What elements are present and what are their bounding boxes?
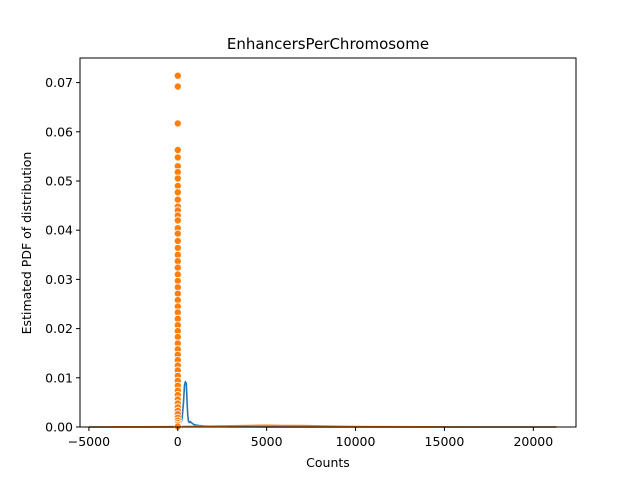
y-tick-label: 0.06 bbox=[45, 124, 73, 139]
y-tick-label: 0.07 bbox=[45, 75, 73, 90]
x-tick-label: −5000 bbox=[68, 434, 110, 449]
x-tick-label: 0 bbox=[174, 434, 182, 449]
y-tick-label: 0.01 bbox=[45, 370, 73, 385]
scatter-point bbox=[173, 263, 182, 272]
scatter-point bbox=[173, 243, 182, 252]
scatter-point bbox=[173, 153, 182, 162]
y-axis-label: Estimated PDF of distribution bbox=[19, 152, 34, 335]
scatter-point bbox=[173, 119, 182, 128]
x-axis-label: Counts bbox=[306, 455, 350, 470]
y-tick-label: 0.05 bbox=[45, 174, 73, 189]
x-axis-ticks: −5000 0 5000 10000 15000 20000 bbox=[68, 427, 553, 449]
scatter-point bbox=[173, 82, 182, 91]
y-tick-label: 0.03 bbox=[45, 272, 73, 287]
scatter-point bbox=[173, 229, 182, 238]
axes-frame bbox=[79, 57, 577, 428]
scatter-point bbox=[173, 195, 182, 204]
y-tick-label: 0.04 bbox=[45, 223, 73, 238]
scatter-point bbox=[173, 174, 182, 183]
chart-title: EnhancersPerChromosome bbox=[227, 35, 429, 53]
scatter-point bbox=[173, 236, 182, 245]
scatter-point bbox=[173, 216, 182, 225]
y-tick-label: 0.00 bbox=[45, 420, 73, 435]
y-tick-label: 0.02 bbox=[45, 321, 73, 336]
scatter-point bbox=[173, 188, 182, 197]
x-tick-label: 20000 bbox=[513, 434, 553, 449]
x-tick-label: 15000 bbox=[425, 434, 465, 449]
scatter-point bbox=[173, 145, 182, 154]
scatter-point bbox=[173, 71, 182, 80]
x-tick-label: 10000 bbox=[336, 434, 376, 449]
y-axis-ticks: 0.00 0.01 0.02 0.03 0.04 0.05 0.06 0.07 bbox=[45, 75, 80, 435]
plot-area bbox=[88, 71, 557, 431]
x-tick-label: 5000 bbox=[251, 434, 283, 449]
scatter-orange-points bbox=[173, 71, 182, 431]
